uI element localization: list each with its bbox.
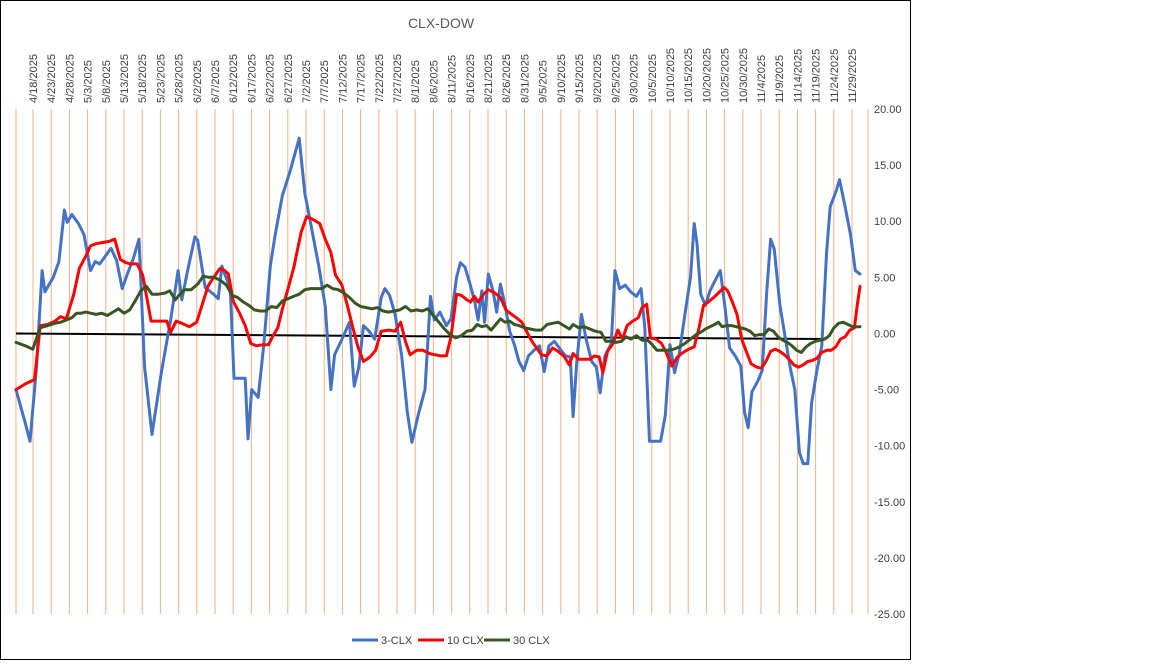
x-tick-label: 11/19/2025 bbox=[811, 49, 823, 103]
x-tick-label: 11/24/2025 bbox=[829, 49, 841, 103]
legend-label: 3-CLX bbox=[381, 635, 413, 647]
x-tick-label: 8/21/2025 bbox=[483, 54, 495, 103]
x-tick-label: 9/10/2025 bbox=[556, 54, 568, 103]
x-tick-label: 4/28/2025 bbox=[64, 54, 76, 103]
x-tick-label: 8/31/2025 bbox=[519, 54, 531, 103]
legend-label: 10 CLX bbox=[447, 635, 484, 647]
x-tick-label: 5/28/2025 bbox=[174, 54, 186, 103]
x-tick-label: 4/18/2025 bbox=[28, 54, 40, 103]
chart-title: CLX-DOW bbox=[408, 15, 475, 31]
y-tick-label: 5.00 bbox=[874, 272, 895, 284]
x-tick-label: 8/1/2025 bbox=[410, 60, 422, 103]
x-tick-label: 11/14/2025 bbox=[792, 49, 804, 103]
x-tick-label: 8/6/2025 bbox=[428, 60, 440, 103]
x-tick-label: 6/12/2025 bbox=[228, 54, 240, 103]
x-tick-label: 11/9/2025 bbox=[774, 55, 786, 103]
x-tick-label: 11/29/2025 bbox=[847, 49, 859, 103]
x-tick-label: 7/22/2025 bbox=[374, 54, 386, 103]
x-tick-label: 6/7/2025 bbox=[210, 60, 222, 103]
x-tick-label: 5/3/2025 bbox=[83, 60, 95, 103]
x-tick-label: 7/17/2025 bbox=[356, 54, 368, 103]
y-tick-label: -25.00 bbox=[874, 609, 905, 621]
legend: 3-CLX 10 CLX 30 CLX bbox=[352, 635, 550, 647]
x-tick-label: 9/5/2025 bbox=[538, 60, 550, 103]
x-tick-label: 10/10/2025 bbox=[665, 48, 677, 103]
x-tick-label: 8/11/2025 bbox=[447, 55, 459, 103]
x-tick-label: 7/27/2025 bbox=[392, 54, 404, 103]
x-tick-label: 4/23/2025 bbox=[46, 54, 58, 103]
x-tick-label: 10/30/2025 bbox=[738, 48, 750, 103]
x-tick-label: 6/17/2025 bbox=[246, 54, 258, 103]
x-tick-label: 9/15/2025 bbox=[574, 54, 586, 103]
x-tick-label: 10/25/2025 bbox=[720, 48, 732, 103]
series-layer bbox=[14, 136, 862, 466]
x-tick-label: 9/20/2025 bbox=[592, 54, 604, 103]
y-tick-label: -5.00 bbox=[874, 385, 899, 397]
legend-label: 30 CLX bbox=[513, 635, 550, 647]
x-tick-label: 7/7/2025 bbox=[319, 60, 331, 103]
x-tick-label: 8/26/2025 bbox=[501, 54, 513, 103]
x-tick-label: 11/4/2025 bbox=[756, 55, 768, 103]
x-tick-label: 5/18/2025 bbox=[137, 54, 149, 103]
trend-line bbox=[15, 332, 822, 341]
y-tick-label: 10.00 bbox=[874, 216, 902, 228]
y-tick-label: -10.00 bbox=[874, 441, 905, 453]
series-line-30-clx bbox=[14, 274, 862, 354]
x-tick-label: 9/30/2025 bbox=[629, 54, 641, 103]
y-tick-label: -20.00 bbox=[874, 553, 905, 565]
x-tick-labels: 4/18/2025 4/23/2025 4/28/2025 5/3/2025 5/8/2… bbox=[28, 48, 859, 103]
x-tick-label: 6/2/2025 bbox=[192, 60, 204, 103]
y-tick-label: -15.00 bbox=[874, 497, 905, 509]
chart-border bbox=[0, 0, 911, 660]
x-tick-label: 7/12/2025 bbox=[337, 54, 349, 103]
y-tick-label: 15.00 bbox=[874, 160, 902, 172]
x-tick-label: 8/16/2025 bbox=[465, 54, 477, 103]
x-tick-label: 7/2/2025 bbox=[301, 60, 313, 103]
trend-layer bbox=[15, 332, 822, 341]
x-tick-label: 6/27/2025 bbox=[283, 54, 295, 103]
y-tick-label: 0.00 bbox=[874, 328, 895, 340]
x-tick-label: 9/25/2025 bbox=[610, 54, 622, 103]
y-tick-label: 20.00 bbox=[874, 104, 902, 116]
series-line-3-clx bbox=[14, 136, 862, 466]
x-tick-label: 10/5/2025 bbox=[647, 54, 659, 103]
x-tick-label: 10/20/2025 bbox=[701, 48, 713, 103]
x-tick-label: 5/23/2025 bbox=[155, 54, 167, 103]
x-tick-label: 6/22/2025 bbox=[265, 54, 277, 103]
x-tick-label: 10/15/2025 bbox=[683, 48, 695, 103]
x-tick-label: 5/8/2025 bbox=[101, 60, 113, 103]
x-tick-label: 5/13/2025 bbox=[119, 54, 131, 103]
series-line-10-clx bbox=[14, 215, 862, 392]
y-tick-labels: 20.00 15.00 10.00 5.00 0.00 -5.00 -10.00 -15.00… bbox=[874, 104, 905, 621]
